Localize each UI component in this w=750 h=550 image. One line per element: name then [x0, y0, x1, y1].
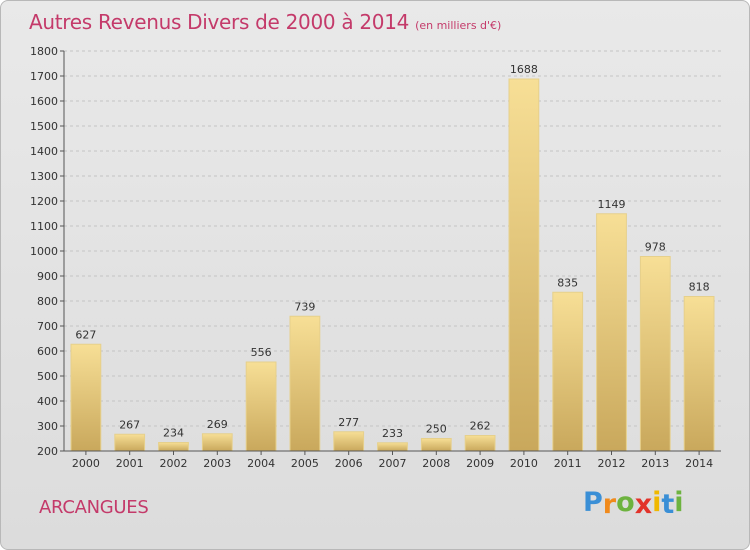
bar-2003	[201, 433, 233, 452]
bar-2013	[639, 256, 671, 452]
x-tick-label: 2011	[554, 457, 582, 470]
x-tick-label: 2012	[598, 457, 626, 470]
bar-2008	[420, 438, 452, 452]
bar-2014	[683, 296, 715, 452]
y-tick-label: 1000	[30, 245, 58, 258]
bar-2012	[596, 213, 627, 452]
data-label: 1688	[510, 63, 538, 76]
bar-2005	[289, 315, 321, 452]
y-tick-label: 1200	[30, 195, 58, 208]
x-tick-label: 2000	[72, 457, 100, 470]
bar-2010	[508, 78, 540, 452]
bar-2006	[333, 431, 365, 452]
logo-letter: o	[616, 487, 635, 518]
bar-2011	[552, 291, 584, 452]
y-tick-label: 1300	[30, 170, 58, 183]
x-tick-label: 2008	[422, 457, 450, 470]
data-label: 269	[207, 418, 228, 431]
x-tick-label: 2006	[335, 457, 363, 470]
y-tick-label: 1700	[30, 70, 58, 83]
data-label: 234	[163, 427, 184, 440]
data-label: 277	[338, 416, 359, 429]
data-label: 835	[557, 276, 578, 289]
data-label: 978	[645, 241, 666, 254]
x-tick-label: 2007	[379, 457, 407, 470]
y-tick-label: 1100	[30, 220, 58, 233]
y-tick-label: 1500	[30, 120, 58, 133]
data-label: 1149	[598, 198, 626, 211]
x-tick-label: 2010	[510, 457, 538, 470]
bar-2001	[114, 433, 146, 452]
y-tick-label: 1400	[30, 145, 58, 158]
chart-title-text: Autres Revenus Divers de 2000 à 2014	[29, 10, 410, 34]
y-tick-label: 500	[37, 370, 58, 383]
y-tick-label: 300	[37, 420, 58, 433]
y-tick-label: 400	[37, 395, 58, 408]
logo-letter: i	[674, 487, 684, 518]
data-label: 250	[426, 423, 447, 436]
chart-title: Autres Revenus Divers de 2000 à 2014 (en …	[29, 10, 501, 34]
x-tick-label: 2004	[247, 457, 275, 470]
bar-2009	[464, 435, 496, 452]
x-tick-label: 2009	[466, 457, 494, 470]
logo-letter: i	[652, 487, 662, 518]
axes: 200 300 400 500 600 700 800 900 1000 1100 1200 1300…	[30, 45, 721, 470]
x-tick-label: 2003	[203, 457, 231, 470]
y-tick-label: 800	[37, 295, 58, 308]
x-tick-label: 2014	[685, 457, 713, 470]
data-label: 556	[251, 346, 272, 359]
logo-letter: t	[661, 489, 675, 520]
data-label: 267	[119, 418, 140, 431]
bar-2004	[245, 361, 277, 452]
bar-2000	[70, 343, 102, 452]
logo-letter: P	[583, 487, 603, 518]
bars: 627 267 234 269 556 739 277 233 250 262 1688 835 114…	[70, 63, 715, 452]
x-tick-label: 2005	[291, 457, 319, 470]
x-tick-label: 2001	[116, 457, 144, 470]
data-label: 818	[689, 281, 710, 294]
y-tick-label: 600	[37, 345, 58, 358]
x-tick-label: 2013	[641, 457, 669, 470]
y-tick-label: 1600	[30, 95, 58, 108]
y-tick-label: 700	[37, 320, 58, 333]
logo-letter: x	[634, 489, 653, 520]
data-label: 627	[75, 328, 96, 341]
bar-2002	[158, 442, 189, 452]
x-tick-label: 2002	[160, 457, 188, 470]
y-tick-label: 200	[37, 445, 58, 458]
y-tick-label: 900	[37, 270, 58, 283]
place-name: ARCANGUES	[39, 497, 149, 518]
logo-letter: r	[602, 489, 617, 520]
proxiti-logo: Proxiti	[583, 487, 684, 520]
bar-2007	[377, 442, 408, 452]
data-label: 262	[470, 420, 491, 433]
data-label: 739	[294, 300, 315, 313]
y-tick-label: 1800	[30, 45, 58, 58]
chart-subtitle: (en milliers d'€)	[415, 19, 502, 32]
data-label: 233	[382, 427, 403, 440]
